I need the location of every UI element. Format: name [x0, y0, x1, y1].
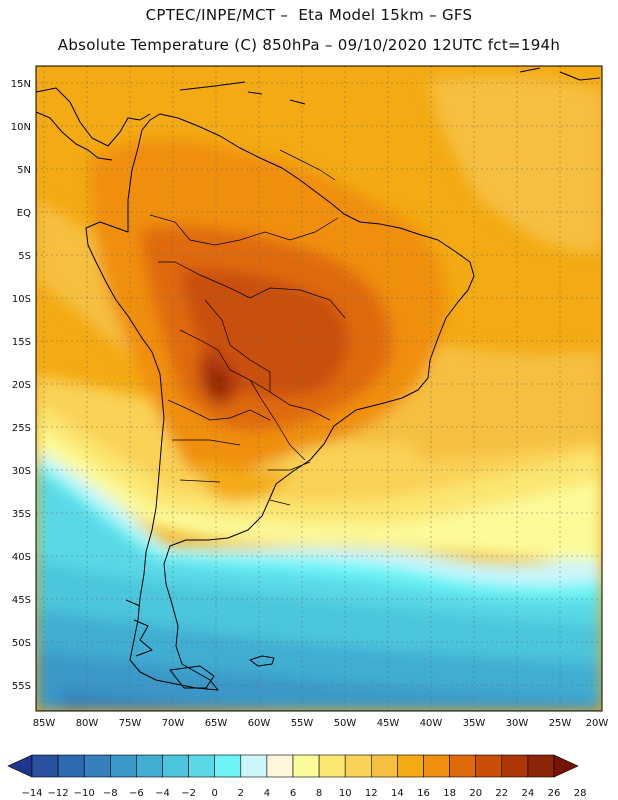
colorbar-swatch — [83, 754, 111, 778]
colorbar-swatch — [57, 754, 85, 778]
colorbar-label: 26 — [548, 788, 561, 799]
colorbar-max-arrow — [553, 754, 579, 778]
lon-label: 35W — [463, 718, 486, 729]
lat-label: 5N — [17, 165, 31, 176]
colorbar-swatch — [423, 754, 450, 778]
graticule — [36, 66, 602, 711]
colorbar-swatch — [292, 754, 320, 778]
colorbar: −14 −12 −10 −8 −6 −4 −2 0 2 4 6 8 10 12 14 16 18 20 22 24 26… — [7, 754, 587, 799]
colorbar-label: −2 — [181, 788, 196, 799]
lat-label: 40S — [12, 552, 31, 563]
lon-label: 55W — [291, 718, 314, 729]
falkland-islands — [249, 655, 275, 667]
colorbar-label: 20 — [469, 788, 482, 799]
colorbar-label: 18 — [443, 788, 456, 799]
colorbar-swatch — [162, 754, 189, 778]
colorbar-label: 6 — [290, 788, 296, 799]
colorbar-label: −8 — [103, 788, 118, 799]
colorbar-swatch — [136, 754, 163, 778]
lon-label: 85W — [33, 718, 56, 729]
longitude-labels: 85W 80W 75W 70W 65W 60W 55W 50W 45W 40W … — [33, 718, 609, 729]
lon-label: 70W — [162, 718, 185, 729]
lat-label: 45S — [12, 595, 31, 606]
colorbar-swatch — [266, 754, 294, 778]
colorbar-swatch — [344, 754, 372, 778]
colorbar-label: 0 — [212, 788, 218, 799]
lon-label: 25W — [549, 718, 572, 729]
colorbar-label: −6 — [129, 788, 144, 799]
map-frame — [35, 65, 603, 712]
lat-label: 35S — [12, 509, 31, 520]
colorbar-swatch — [214, 754, 242, 778]
lat-label: 10N — [11, 122, 31, 133]
lon-label: 65W — [205, 718, 228, 729]
colorbar-label: −10 — [74, 788, 95, 799]
colorbar-swatch — [188, 754, 216, 778]
country-borders — [149, 149, 346, 506]
colorbar-swatch — [527, 754, 555, 778]
lat-label: 20S — [12, 380, 31, 391]
caribbean-islands — [179, 67, 601, 105]
lon-label: 30W — [506, 718, 529, 729]
colorbar-swatch — [397, 754, 424, 778]
colorbar-label: 8 — [316, 788, 322, 799]
colorbar-label: 16 — [417, 788, 430, 799]
colorbar-min-arrow — [7, 754, 33, 778]
chile-islands — [125, 599, 153, 657]
colorbar-label: 28 — [574, 788, 587, 799]
map-title: CPTEC/INPE/MCT – Eta Model 15km – GFS — [145, 6, 473, 24]
lat-label: 10S — [12, 294, 31, 305]
lat-label: EQ — [17, 208, 31, 219]
lat-label: 15S — [12, 337, 31, 348]
colorbar-label: 12 — [365, 788, 378, 799]
colorbar-swatch — [475, 754, 503, 778]
colorbar-swatch — [110, 754, 137, 778]
map-subtitle: Absolute Temperature (C) 850hPa – 09/10/… — [57, 36, 561, 54]
lat-label: 55S — [12, 681, 31, 692]
colorbar-label: 2 — [238, 788, 244, 799]
colorbar-swatch — [501, 754, 529, 778]
lon-label: 40W — [420, 718, 443, 729]
lat-label: 30S — [12, 466, 31, 477]
colorbar-swatch — [370, 754, 398, 778]
lat-label: 50S — [12, 638, 31, 649]
lon-label: 60W — [248, 718, 271, 729]
tierra-del-fuego — [169, 665, 215, 689]
lon-label: 45W — [377, 718, 400, 729]
colorbar-label: 4 — [264, 788, 270, 799]
lon-label: 50W — [334, 718, 357, 729]
colorbar-label: −4 — [155, 788, 170, 799]
central-america-coastline — [36, 87, 151, 161]
colorbar-swatch — [240, 754, 268, 778]
latitude-labels: 15N 10N 5N EQ 5S 10S 15S 20S 25S 30S 35S… — [11, 79, 31, 692]
lat-label: 5S — [18, 251, 31, 262]
colorbar-label: 22 — [495, 788, 508, 799]
colorbar-label: −12 — [48, 788, 69, 799]
coastlines — [36, 67, 601, 691]
lon-label: 20W — [586, 718, 609, 729]
colorbar-swatch — [31, 754, 59, 778]
lat-label: 25S — [12, 423, 31, 434]
south-america-coastline — [85, 113, 475, 691]
lon-label: 80W — [76, 718, 99, 729]
lat-label: 15N — [11, 79, 31, 90]
lon-label: 75W — [119, 718, 142, 729]
colorbar-label: 10 — [339, 788, 352, 799]
colorbar-swatch — [318, 754, 346, 778]
colorbar-label: 14 — [391, 788, 404, 799]
colorbar-swatch — [449, 754, 477, 778]
colorbar-label: −14 — [21, 788, 42, 799]
colorbar-label: 24 — [522, 788, 535, 799]
